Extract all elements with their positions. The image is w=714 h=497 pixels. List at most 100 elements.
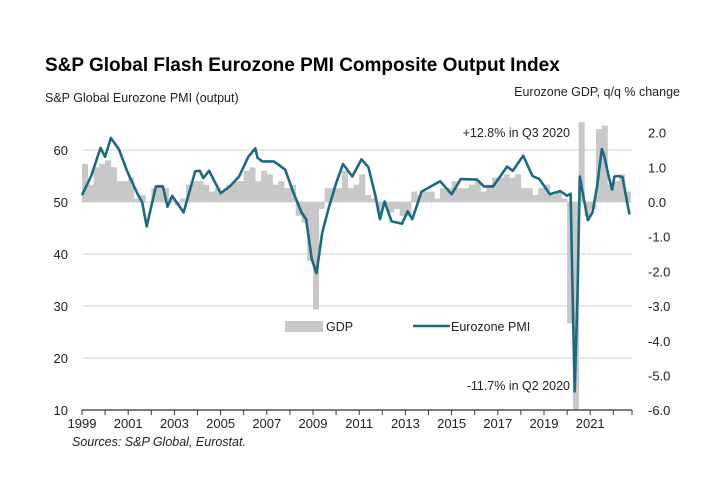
right-tick-label: 0.0 [648, 195, 666, 210]
gdp-bar [261, 170, 268, 202]
gdp-bar [157, 184, 164, 202]
gdp-bar [122, 181, 129, 202]
right-tick-label: -3.0 [648, 299, 670, 314]
right-tick-label: -2.0 [648, 264, 670, 279]
gdp-bar [613, 181, 620, 202]
gdp-bar [364, 195, 372, 202]
gdp-bar [110, 167, 117, 202]
gdp-bar [347, 188, 354, 202]
gdp-bar [463, 188, 470, 202]
gdp-bar [272, 184, 279, 202]
gdp-bar [105, 160, 112, 202]
left-tick-label: 30 [54, 299, 68, 314]
gdp-bar [237, 181, 244, 202]
x-tick-label: 2005 [206, 416, 235, 431]
gdp-bar [278, 181, 285, 202]
gdp-bar [584, 202, 591, 216]
gdp-bar [99, 163, 106, 202]
gdp-bar [214, 188, 221, 202]
gdp-bar [249, 167, 256, 202]
gdp-bar [180, 198, 187, 202]
x-tick-label: 1999 [68, 416, 97, 431]
left-tick-label: 50 [54, 195, 68, 210]
gdp-bar [301, 202, 308, 223]
gdp-bar [486, 184, 493, 202]
gdp-bar [87, 184, 94, 202]
gdp-bar [538, 188, 545, 202]
annotation-q3-2020: +12.8% in Q3 2020 [463, 126, 570, 140]
gdp-bar [457, 188, 464, 202]
gdp-bar [607, 184, 614, 202]
gdp-bar [370, 198, 377, 202]
gdp-bar [255, 181, 262, 202]
legend-gdp-label: GDP [326, 320, 353, 334]
gdp-bar [191, 181, 198, 202]
gdp-bar [526, 188, 533, 202]
gdp-bar [93, 167, 100, 202]
right-tick-label: -1.0 [648, 230, 670, 245]
gdp-bar [520, 188, 527, 202]
gdp-bar [128, 177, 135, 202]
annotation-q2-2020: -11.7% in Q2 2020 [467, 379, 570, 393]
gdp-bar [226, 184, 233, 202]
gdp-bar [619, 174, 626, 202]
gdp-bar [243, 170, 250, 202]
left-tick-label: 20 [54, 351, 68, 366]
x-tick-label: 2003 [160, 416, 189, 431]
gdp-bar [503, 174, 510, 202]
x-tick-label: 2017 [483, 416, 512, 431]
x-tick-label: 2021 [576, 416, 605, 431]
gdp-bar [220, 191, 227, 202]
x-tick-label: 2019 [530, 416, 559, 431]
gdp-bar [509, 177, 516, 202]
legend-pmi-label: Eurozone PMI [451, 320, 530, 334]
gdp-bar [434, 198, 441, 202]
gdp-bar [624, 191, 631, 202]
gdp-bar [116, 181, 123, 202]
x-tick-label: 2015 [437, 416, 466, 431]
gdp-bar [359, 174, 366, 202]
gdp-bar [232, 181, 239, 202]
source-note: Sources: S&P Global, Eurostat. [72, 435, 246, 449]
gdp-bar [353, 184, 360, 202]
gdp-bar [284, 188, 291, 202]
gdp-bar [549, 195, 556, 202]
right-tick-label: 2.0 [648, 126, 666, 141]
gdp-bar [318, 202, 325, 209]
gdp-bar [376, 202, 383, 213]
gdp-bar [492, 177, 499, 202]
left-tick-label: 60 [54, 143, 68, 158]
gdp-bar [422, 191, 429, 202]
left-tick-label: 10 [54, 403, 68, 418]
x-tick-label: 2009 [299, 416, 328, 431]
gdp-bar [411, 191, 418, 202]
left-tick-label: 40 [54, 247, 68, 262]
right-axis-label: Eurozone GDP, q/q % change [514, 85, 680, 99]
gdp-bar [445, 188, 452, 202]
right-tick-label: 1.0 [648, 160, 666, 175]
gdp-bar [497, 177, 504, 202]
gdp-bar [578, 122, 585, 202]
x-tick-label: 2013 [391, 416, 420, 431]
x-tick-label: 2011 [345, 416, 373, 431]
gdp-bar [567, 202, 574, 324]
left-axis-label: S&P Global Eurozone PMI (output) [45, 91, 239, 105]
gdp-bar [555, 191, 562, 202]
x-tick-label: 2007 [252, 416, 281, 431]
gdp-bar [561, 198, 568, 202]
right-tick-label: -6.0 [648, 403, 670, 418]
gdp-bar [428, 191, 435, 202]
gdp-bar [209, 191, 216, 202]
gdp-bar [468, 184, 475, 202]
gdp-bar [440, 188, 447, 202]
gdp-bar [197, 181, 204, 202]
gdp-bar [139, 195, 146, 202]
gdp-bar [133, 198, 141, 202]
chart-title: S&P Global Flash Eurozone PMI Composite … [45, 55, 560, 76]
x-tick-label: 2001 [114, 416, 143, 431]
gdp-bar [405, 202, 412, 216]
gdp-bar [393, 202, 400, 209]
gdp-bar [324, 188, 331, 202]
gdp-bar [515, 174, 522, 202]
